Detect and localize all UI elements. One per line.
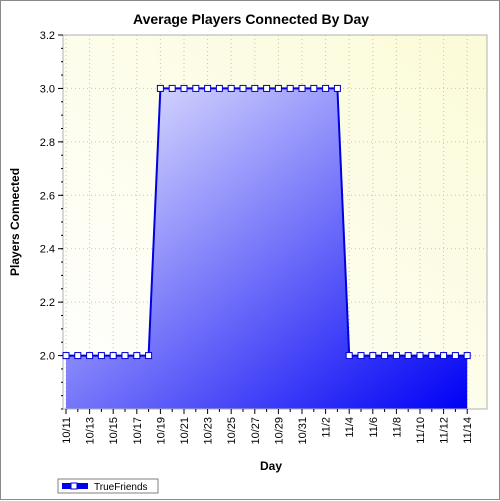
data-point: [263, 84, 271, 92]
data-point: [357, 352, 365, 360]
legend-box: [57, 478, 159, 494]
x-tick-label: 11/14: [462, 417, 474, 444]
data-point: [227, 84, 235, 92]
y-tick-label: 2.4: [40, 244, 55, 256]
data-point: [416, 352, 424, 360]
data-point: [192, 84, 200, 92]
data-point: [251, 84, 259, 92]
data-point: [109, 352, 117, 360]
data-point: [298, 84, 306, 92]
data-point: [145, 352, 153, 360]
data-point: [451, 352, 459, 360]
y-tick-label: 2.6: [40, 190, 55, 202]
data-point: [180, 84, 188, 92]
data-point: [121, 352, 129, 360]
y-tick-label: 2.2: [40, 297, 55, 309]
y-axis-ticks: 2.0 2.2 2.4 2.6 2.8 3.0 3.2: [40, 30, 63, 410]
data-point: [463, 352, 471, 360]
data-point: [97, 352, 105, 360]
data-point: [168, 84, 176, 92]
data-point: [86, 352, 94, 360]
x-tick-label: 11/8: [391, 417, 403, 438]
x-tick-label: 11/2: [321, 417, 333, 438]
legend: TrueFriends: [57, 478, 159, 494]
data-point: [286, 84, 294, 92]
data-point: [322, 84, 330, 92]
data-point: [215, 84, 223, 92]
data-point: [440, 352, 448, 360]
x-tick-label: 10/31: [297, 417, 309, 445]
x-tick-label: 11/6: [368, 417, 380, 438]
data-point: [239, 84, 247, 92]
data-point: [133, 352, 141, 360]
x-axis-ticks: 10/11 10/13 10/15 10/17 10/19 10/21 10/23 10/25…: [61, 409, 474, 445]
data-point: [428, 352, 436, 360]
data-point: [369, 352, 377, 360]
x-tick-label: 10/23: [203, 417, 215, 445]
data-point: [62, 352, 70, 360]
x-tick-label: 11/12: [439, 417, 451, 444]
x-tick-label: 10/19: [155, 417, 167, 445]
y-tick-label: 2.8: [40, 137, 55, 149]
x-tick-label: 10/25: [226, 417, 238, 445]
x-tick-label: 10/29: [273, 417, 285, 445]
series-area-fill: [66, 88, 468, 409]
data-point: [404, 352, 412, 360]
y-axis-label: Players Connected: [8, 168, 22, 276]
y-tick-label: 2.0: [40, 351, 55, 363]
data-point: [74, 352, 82, 360]
data-point: [345, 352, 353, 360]
y-tick-label: 3.0: [40, 83, 55, 95]
data-point: [274, 84, 282, 92]
data-point: [310, 84, 318, 92]
data-point: [156, 84, 164, 92]
y-tick-label: 3.2: [40, 30, 55, 42]
data-point: [392, 352, 400, 360]
x-tick-label: 10/17: [132, 417, 144, 445]
x-tick-label: 11/10: [415, 417, 427, 444]
x-tick-label: 10/27: [250, 417, 262, 445]
x-tick-label: 11/4: [344, 417, 356, 438]
data-point: [381, 352, 389, 360]
x-axis-label: Day: [260, 459, 282, 473]
x-tick-label: 10/15: [108, 417, 120, 445]
chart-title: Average Players Connected By Day: [133, 11, 369, 27]
legend-label: TrueFriends: [94, 482, 148, 493]
x-tick-label: 10/21: [179, 417, 191, 445]
x-tick-label: 10/13: [85, 417, 97, 445]
legend-marker: [70, 482, 78, 490]
x-tick-label: 10/11: [61, 417, 73, 444]
data-point: [333, 84, 341, 92]
data-point: [204, 84, 212, 92]
data-points: [62, 84, 471, 360]
